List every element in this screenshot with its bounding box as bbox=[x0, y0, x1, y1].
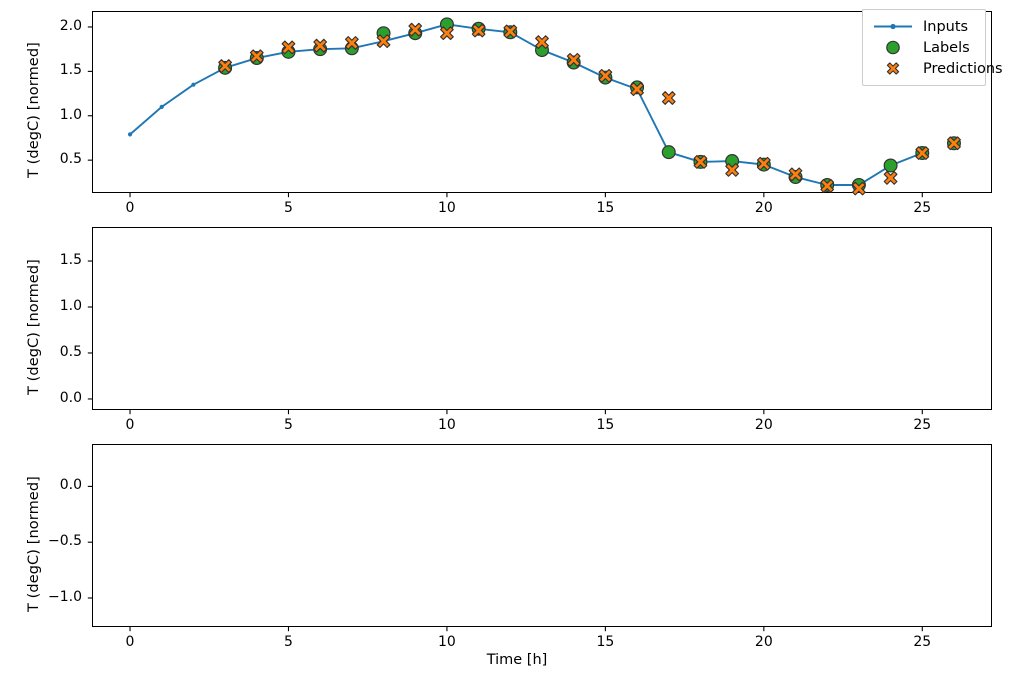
panel-1-xtick-2: 10 bbox=[438, 200, 456, 216]
panel-2-xtick-0: 0 bbox=[125, 417, 135, 433]
legend-label-labels: Labels bbox=[923, 39, 970, 56]
legend-label-inputs: Inputs bbox=[923, 18, 969, 35]
panel-3-ytick-2: 0.0 bbox=[59, 477, 82, 494]
chart-panel-3 bbox=[92, 444, 992, 627]
panel-3-xtick-2: 10 bbox=[438, 634, 456, 650]
legend-item-predictions[interactable]: Predictions bbox=[871, 58, 1003, 79]
panel-2-y-axis-label: T (degC) [normed] bbox=[26, 259, 42, 395]
panel-3-xtick-3: 15 bbox=[596, 634, 615, 650]
x-axis-label: Time [h] bbox=[486, 652, 548, 668]
legend-item-labels[interactable]: Labels bbox=[871, 37, 975, 58]
chart-panel-2 bbox=[92, 227, 992, 410]
panel-1-ytick-1: 1.0 bbox=[59, 106, 82, 123]
panel-1-xtick-1: 5 bbox=[284, 200, 293, 216]
panel-3-xtick-5: 25 bbox=[913, 634, 932, 650]
panel-2-ytick-3: 1.5 bbox=[59, 252, 82, 269]
panel-2-ytick-1: 0.5 bbox=[59, 343, 82, 360]
legend-label-predictions: Predictions bbox=[923, 60, 1003, 77]
labels-circle-icon bbox=[871, 37, 915, 58]
inputs-line-icon bbox=[871, 16, 915, 37]
panel-2-ytick-0: 0.0 bbox=[59, 389, 82, 406]
panel-2-xtick-4: 20 bbox=[754, 417, 773, 433]
panel-3-ytick-1: −0.5 bbox=[48, 533, 82, 550]
panel-1-xtick-3: 15 bbox=[596, 200, 615, 216]
panel-1-ytick-2: 1.5 bbox=[59, 62, 82, 79]
panel-1-xtick-4: 20 bbox=[754, 200, 773, 216]
chart-panel-1 bbox=[92, 11, 992, 193]
panel-3-ytick-0: −1.0 bbox=[48, 588, 82, 605]
panel-1-xtick-5: 25 bbox=[913, 200, 932, 216]
predictions-cross-icon bbox=[871, 58, 915, 79]
panel-2-xtick-3: 15 bbox=[596, 417, 615, 433]
panel-2-ytick-2: 1.0 bbox=[59, 298, 82, 314]
panel-1-ytick-0: 0.5 bbox=[59, 151, 82, 168]
legend-item-inputs[interactable]: Inputs bbox=[871, 16, 975, 37]
panel-2-xtick-1: 5 bbox=[284, 417, 293, 433]
panel-2-xtick-2: 10 bbox=[438, 417, 456, 433]
panel-1-xtick-0: 0 bbox=[125, 200, 135, 216]
panel-3-xtick-0: 0 bbox=[125, 634, 135, 650]
panel-2-xtick-5: 25 bbox=[913, 417, 932, 433]
panel-3-xtick-1: 5 bbox=[284, 634, 293, 650]
chart-legend: Inputs Labels Predictions bbox=[862, 9, 1003, 86]
panel-3-xtick-4: 20 bbox=[754, 634, 773, 650]
panel-1-ytick-3: 2.0 bbox=[59, 17, 82, 34]
